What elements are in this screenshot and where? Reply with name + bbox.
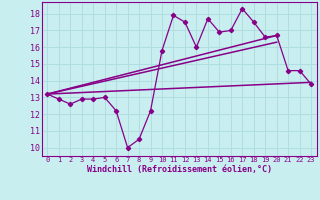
X-axis label: Windchill (Refroidissement éolien,°C): Windchill (Refroidissement éolien,°C) <box>87 165 272 174</box>
